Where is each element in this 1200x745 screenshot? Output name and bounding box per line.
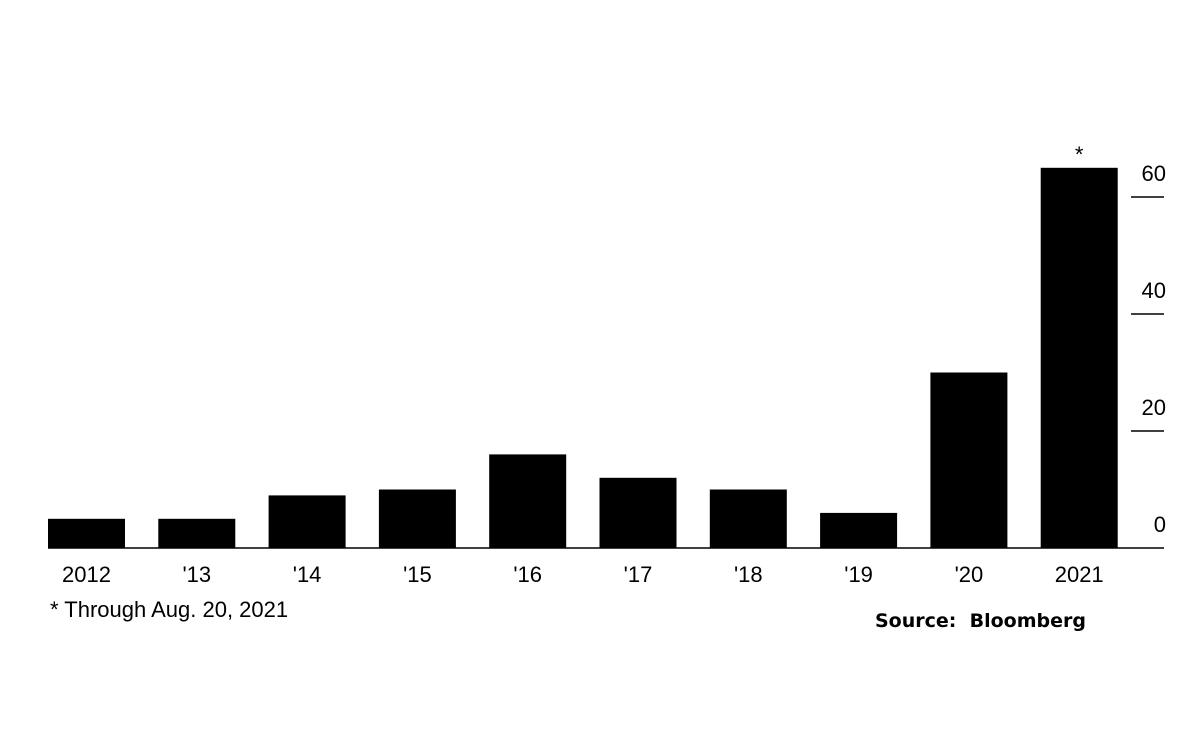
x-tick-label: '19 bbox=[844, 562, 873, 587]
x-tick-label: '17 bbox=[624, 562, 653, 587]
x-tick-label: '16 bbox=[513, 562, 542, 587]
bar-3 bbox=[378, 489, 456, 548]
bars-layer bbox=[48, 167, 1118, 549]
y-tick-label: 40 bbox=[1142, 278, 1166, 303]
footnote: * Through Aug. 20, 2021 bbox=[50, 597, 289, 622]
bar-6 bbox=[709, 489, 787, 548]
y-tick-label: 20 bbox=[1142, 395, 1166, 420]
bar-7 bbox=[820, 512, 898, 548]
y-tick-label: 0 bbox=[1154, 512, 1166, 537]
source-credit: Source: Bloomberg bbox=[875, 610, 1086, 632]
x-tick-label: 2012 bbox=[62, 562, 111, 587]
x-tick-label: '15 bbox=[403, 562, 432, 587]
x-tick-label: 2021 bbox=[1055, 562, 1104, 587]
bar-annotation: * bbox=[1075, 142, 1084, 167]
x-tick-label: '14 bbox=[293, 562, 322, 587]
bar-5 bbox=[599, 477, 677, 548]
y-tick-label: 60 bbox=[1142, 161, 1166, 186]
bar-8 bbox=[930, 372, 1008, 548]
y-axis: 0 20 40 60 bbox=[1131, 161, 1166, 537]
bar-1 bbox=[158, 518, 236, 549]
bar-4 bbox=[489, 454, 567, 548]
bar-0 bbox=[48, 518, 125, 549]
annotations-layer: * bbox=[1075, 142, 1084, 167]
bar-9 bbox=[1040, 167, 1118, 549]
x-tick-label: '13 bbox=[182, 562, 211, 587]
x-axis: 2012 '13 '14 '15 '16 '17 '18 '19 '20 2021 bbox=[62, 562, 1104, 587]
x-tick-label: '18 bbox=[734, 562, 763, 587]
x-tick-label: '20 bbox=[955, 562, 984, 587]
bar-2 bbox=[268, 495, 346, 548]
